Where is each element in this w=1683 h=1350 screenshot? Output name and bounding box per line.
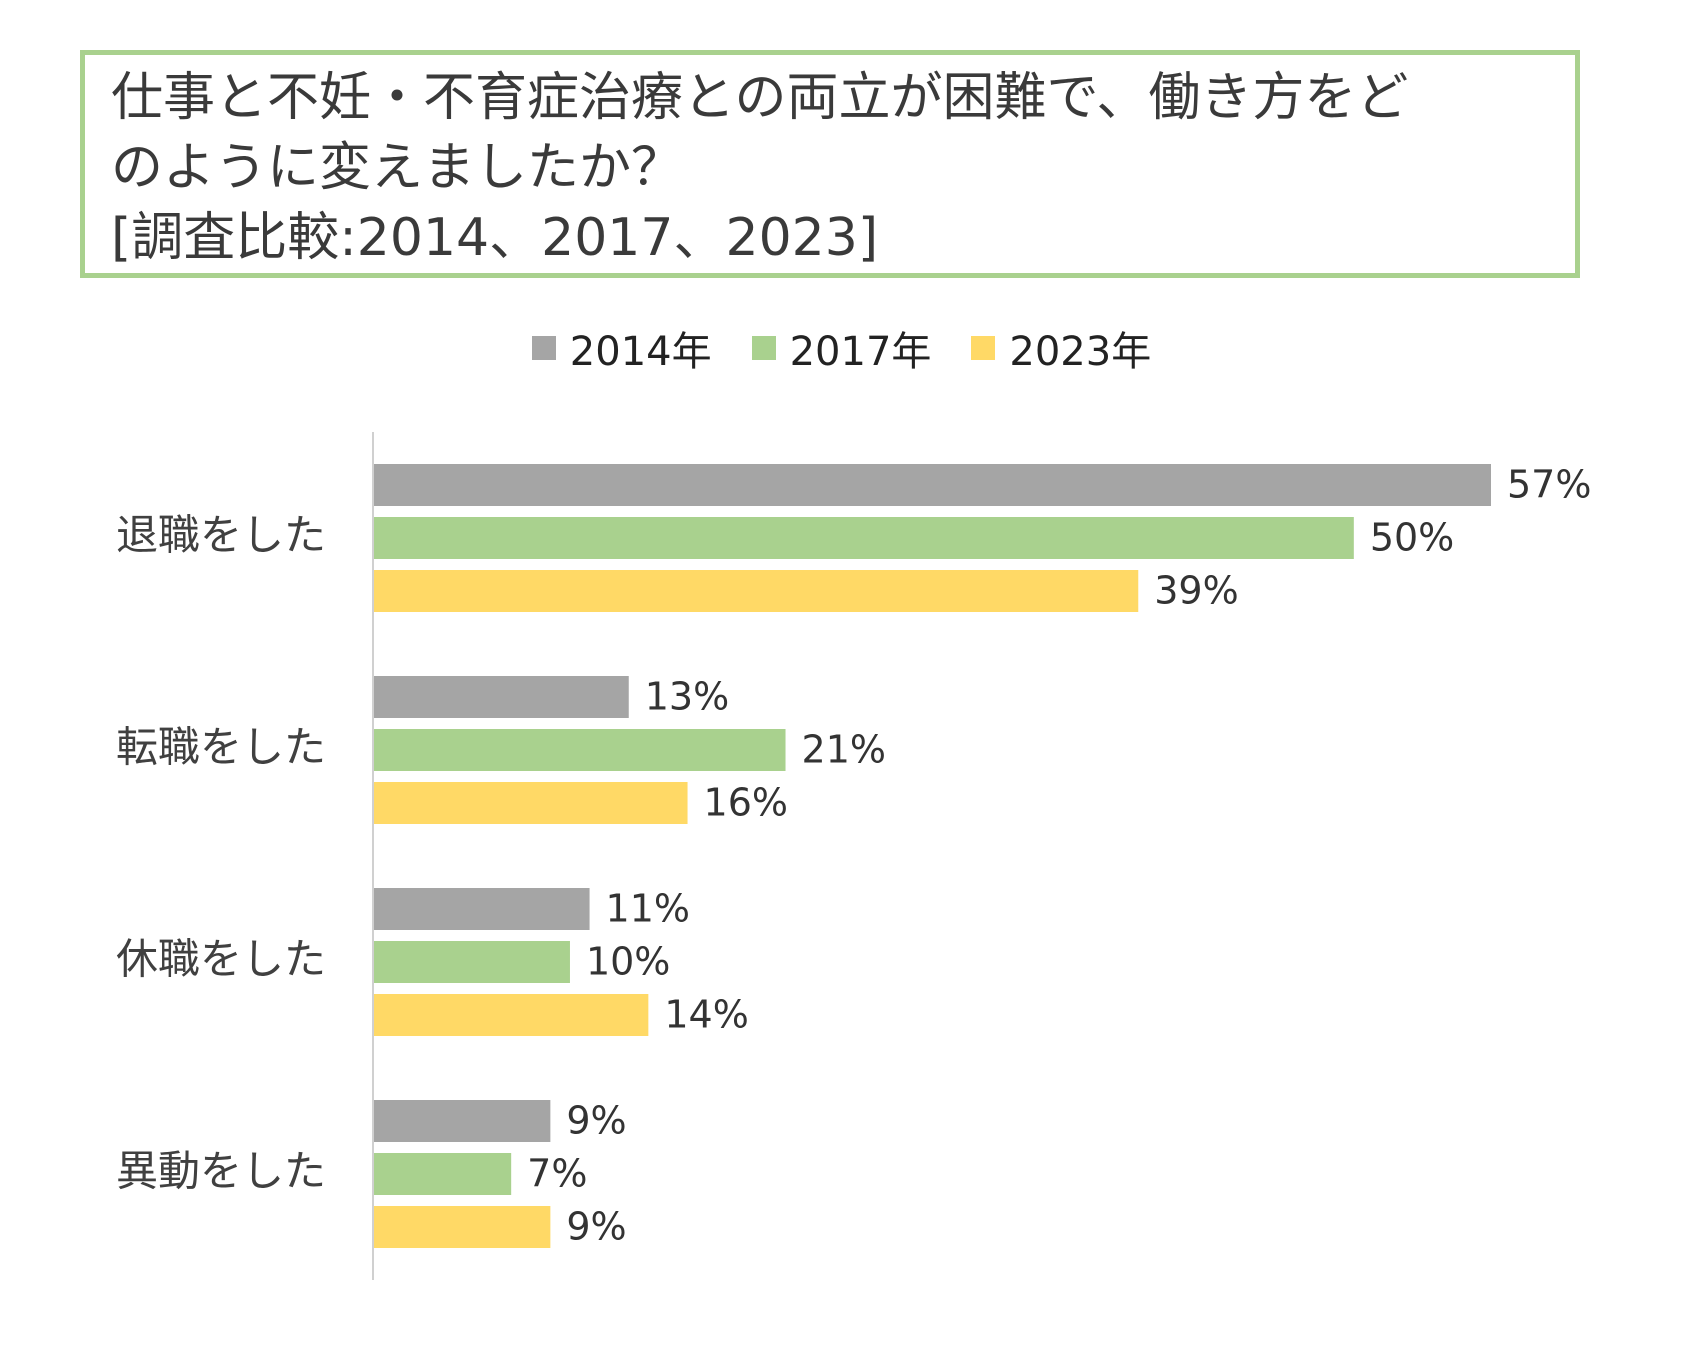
legend-swatch-2023	[971, 336, 996, 360]
legend-label-2017: 2017年	[789, 329, 932, 375]
legend-swatch-2017	[751, 336, 776, 360]
data-label: 11%	[606, 887, 690, 931]
legend-item-2023: 2023年	[971, 319, 1151, 377]
legend-swatch-2014	[531, 336, 556, 360]
bar	[374, 464, 1491, 506]
title-line-1: 仕事と不妊・不育症治療との両立が困難で、働き方をど	[111, 68, 1409, 128]
data-label: 10%	[586, 940, 670, 984]
category-label: 休職をした	[116, 935, 326, 984]
bar	[374, 729, 786, 771]
data-label: 39%	[1154, 569, 1238, 613]
data-label: 21%	[802, 728, 886, 772]
bar	[374, 517, 1354, 559]
bar	[374, 941, 570, 983]
bar	[374, 1100, 551, 1142]
data-label: 16%	[704, 781, 788, 825]
title-line-2: のように変えましたか？	[111, 138, 684, 198]
bar	[374, 994, 649, 1036]
data-label: 57%	[1507, 463, 1591, 507]
bar	[374, 1206, 551, 1248]
bar	[374, 570, 1139, 612]
category-label: 異動をした	[116, 1147, 326, 1196]
data-label: 13%	[645, 675, 729, 719]
legend-item-2014: 2014年	[531, 319, 712, 377]
category-label: 退職をした	[116, 511, 326, 560]
legend-label-2023: 2023年	[1009, 329, 1152, 375]
category-label: 転職をした	[116, 723, 326, 772]
bar	[374, 782, 688, 824]
title-box: 仕事と不妊・不育症治療との両立が困難で、働き方をど のように変えましたか？ [調…	[80, 50, 1580, 278]
data-label: 50%	[1370, 516, 1454, 560]
legend-label-2014: 2014年	[569, 329, 712, 375]
bar	[374, 888, 590, 930]
title-line-3: [調査比較:2014、2017、2023]	[111, 208, 879, 268]
bar	[374, 676, 629, 718]
data-label: 14%	[664, 993, 748, 1037]
bar	[374, 1153, 512, 1195]
legend-item-2017: 2017年	[751, 319, 932, 377]
data-label: 9%	[566, 1205, 626, 1249]
legend: 2014年 2017年 2023年	[0, 318, 1683, 378]
data-label: 9%	[566, 1099, 626, 1143]
data-label: 7%	[527, 1152, 587, 1196]
